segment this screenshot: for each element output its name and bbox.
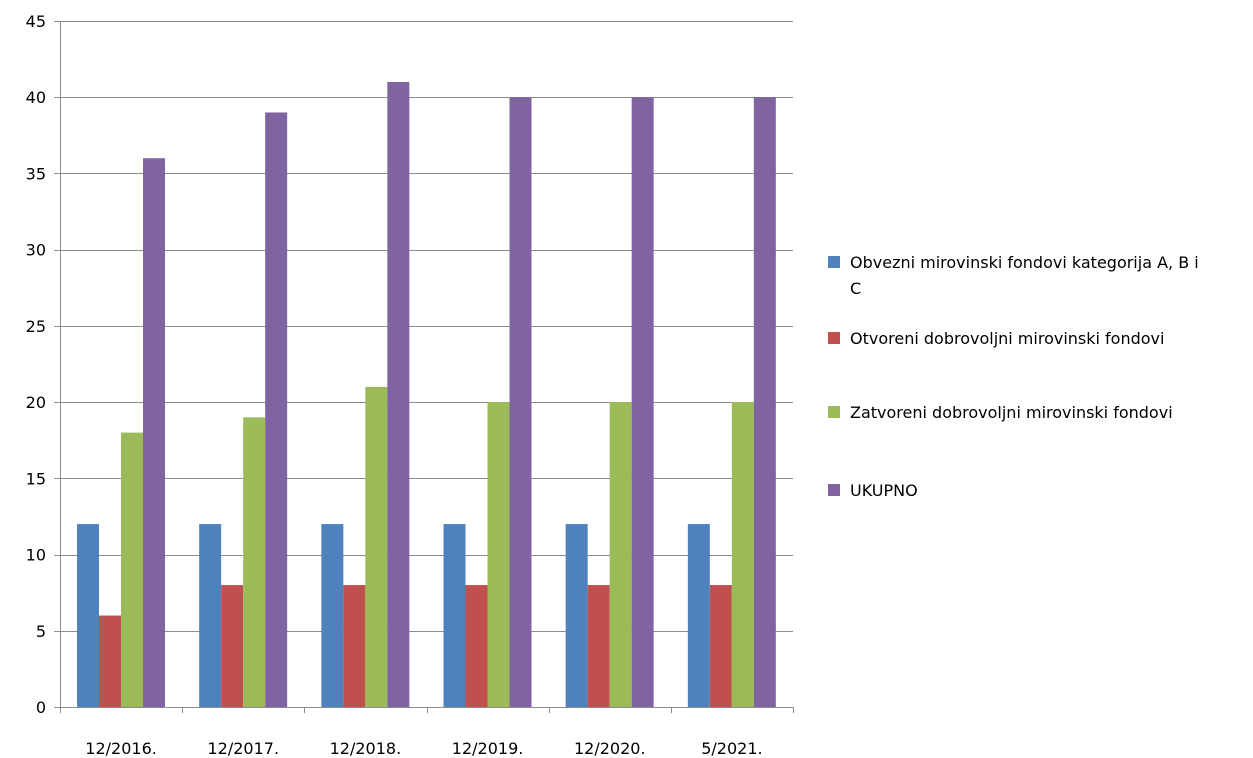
x-tick-label: 12/2017. (207, 739, 279, 758)
y-tick-label: 20 (26, 393, 46, 412)
legend-label-zatvoreni: Zatvoreni dobrovoljni mirovinski fondovi (850, 403, 1173, 422)
y-tick-label: 25 (26, 317, 46, 336)
bar (487, 402, 510, 707)
bar (687, 524, 710, 707)
y-tick-label: 10 (26, 546, 46, 565)
bar (77, 524, 99, 707)
legend-item-otvoreni: Otvoreni dobrovoljni mirovinski fondovi (828, 326, 1253, 352)
bar (387, 81, 410, 707)
y-tick-label: 35 (26, 164, 46, 183)
bar (631, 97, 654, 707)
bar (565, 524, 588, 707)
legend-swatch-ukupno (828, 484, 840, 496)
y-tick-label: 0 (36, 698, 46, 717)
bar (709, 585, 732, 707)
bar (121, 432, 143, 707)
y-tick-label: 30 (26, 241, 46, 260)
bar (753, 97, 776, 707)
legend-item-obvezni: Obvezni mirovinski fondovi kategorija A,… (828, 250, 1210, 302)
legend-swatch-obvezni (828, 256, 840, 268)
bar (221, 585, 244, 707)
bar (365, 386, 388, 707)
x-tick-label: 12/2018. (330, 739, 402, 758)
x-tick-label: 12/2020. (574, 739, 646, 758)
bar (243, 417, 266, 707)
legend-label-obvezni: Obvezni mirovinski fondovi kategorija A,… (850, 253, 1199, 298)
bar (587, 585, 610, 707)
bar (731, 402, 754, 707)
y-tick-label: 15 (26, 469, 46, 488)
x-tick-label: 5/2021. (701, 739, 762, 758)
y-tick-label: 45 (26, 12, 46, 31)
y-tick-label: 5 (36, 622, 46, 641)
bar (443, 524, 466, 707)
x-tick-label: 12/2016. (85, 739, 157, 758)
bar (609, 402, 632, 707)
legend-swatch-otvoreni (828, 332, 840, 344)
legend-label-ukupno: UKUPNO (850, 481, 918, 500)
bar (199, 524, 222, 707)
legend-label-otvoreni: Otvoreni dobrovoljni mirovinski fondovi (850, 329, 1165, 348)
bar (509, 97, 532, 707)
x-tick-label: 12/2019. (452, 739, 524, 758)
legend-item-ukupno: UKUPNO (828, 478, 918, 504)
bar (99, 615, 121, 707)
bar (465, 585, 488, 707)
bar (265, 112, 288, 707)
bar (143, 158, 165, 707)
y-tick-label: 40 (26, 88, 46, 107)
legend-swatch-zatvoreni (828, 406, 840, 418)
legend-item-zatvoreni: Zatvoreni dobrovoljni mirovinski fondovi (828, 400, 1180, 426)
bar (343, 585, 366, 707)
bar (321, 524, 344, 707)
